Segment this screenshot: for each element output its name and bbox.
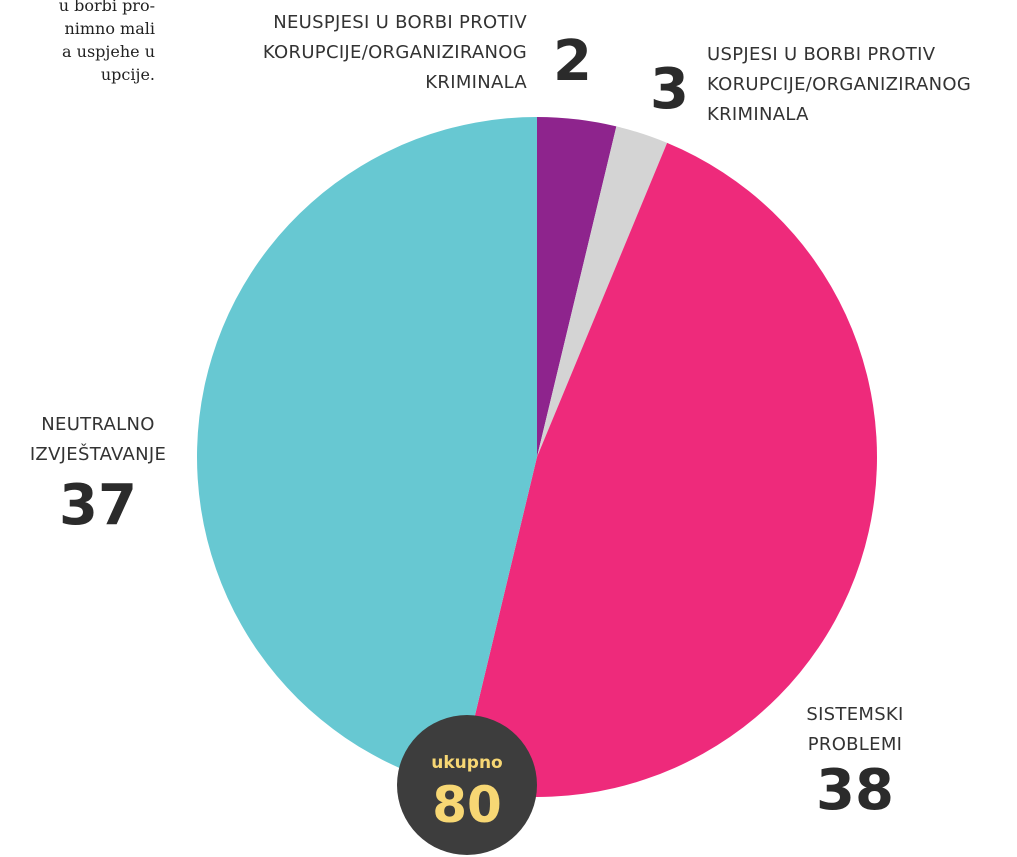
total-value: 80 bbox=[432, 776, 502, 834]
note-line: u borbi pro- bbox=[58, 0, 155, 15]
note-line: nimno mali bbox=[64, 19, 155, 38]
slice-label: NEUSPJESI U BORBI PROTIV KORUPCIJE/ORGAN… bbox=[262, 12, 527, 93]
slice-value: 3 bbox=[650, 57, 689, 122]
note-line: a uspjehe u bbox=[62, 42, 155, 61]
slice-label: NEUTRALNO IZVJEŠTAVANJE bbox=[29, 414, 167, 465]
pie-slice bbox=[196, 117, 537, 788]
slice-value: 2 bbox=[553, 29, 592, 94]
pie-slice bbox=[457, 142, 877, 797]
slice-value: 38 bbox=[816, 758, 894, 823]
slice-label: USPJESI U BORBI PROTIV KORUPCIJE/ORGANIZ… bbox=[707, 44, 972, 125]
total-badge bbox=[397, 715, 537, 855]
pie-slice bbox=[537, 126, 668, 457]
pie-slice bbox=[537, 117, 617, 457]
slice-value: 37 bbox=[59, 473, 137, 538]
slice-label: SISTEMSKI PROBLEMI bbox=[806, 704, 904, 755]
note: u borbi pro- nimno mali a uspjehe u upci… bbox=[0, 0, 155, 86]
note-line: upcije. bbox=[100, 65, 155, 84]
total-label: ukupno bbox=[431, 753, 502, 773]
